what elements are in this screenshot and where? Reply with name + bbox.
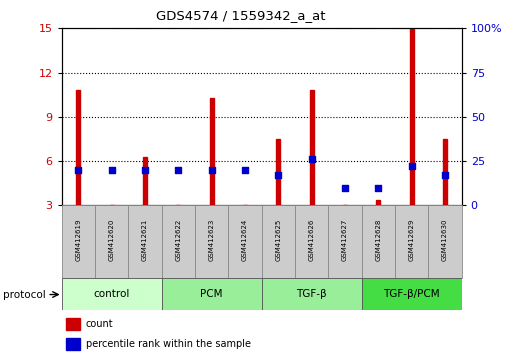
Text: GSM412629: GSM412629 — [409, 219, 415, 261]
Point — [74, 167, 82, 173]
Text: GSM412621: GSM412621 — [142, 219, 148, 261]
FancyBboxPatch shape — [62, 205, 95, 278]
FancyBboxPatch shape — [162, 205, 195, 278]
Point — [141, 167, 149, 173]
Text: percentile rank within the sample: percentile rank within the sample — [86, 339, 250, 349]
Bar — [210, 98, 213, 205]
FancyBboxPatch shape — [162, 278, 262, 310]
Bar — [76, 90, 80, 205]
Point — [374, 185, 382, 190]
Text: GSM412619: GSM412619 — [75, 219, 81, 261]
Text: GSM412626: GSM412626 — [309, 219, 314, 261]
Text: GSM412630: GSM412630 — [442, 219, 448, 261]
Bar — [66, 338, 80, 350]
Point — [407, 164, 416, 169]
Point — [274, 172, 282, 178]
Point — [241, 167, 249, 173]
FancyBboxPatch shape — [395, 205, 428, 278]
FancyBboxPatch shape — [428, 205, 462, 278]
FancyBboxPatch shape — [195, 205, 228, 278]
Text: GSM412627: GSM412627 — [342, 219, 348, 261]
FancyBboxPatch shape — [295, 205, 328, 278]
Text: GSM412625: GSM412625 — [275, 219, 281, 261]
Bar — [143, 156, 147, 205]
Bar — [66, 318, 80, 330]
FancyBboxPatch shape — [128, 205, 162, 278]
Text: protocol: protocol — [3, 290, 45, 299]
Bar — [410, 28, 413, 205]
FancyBboxPatch shape — [228, 205, 262, 278]
Point — [341, 185, 349, 190]
Point — [174, 167, 182, 173]
Text: GSM412628: GSM412628 — [376, 219, 381, 261]
Text: GSM412622: GSM412622 — [175, 219, 181, 261]
FancyBboxPatch shape — [362, 278, 462, 310]
FancyBboxPatch shape — [95, 205, 128, 278]
Bar — [443, 139, 447, 205]
Point — [107, 167, 115, 173]
Text: TGF-β: TGF-β — [297, 289, 327, 299]
Text: GDS4574 / 1559342_a_at: GDS4574 / 1559342_a_at — [156, 9, 326, 22]
FancyBboxPatch shape — [328, 205, 362, 278]
Text: TGF-β/PCM: TGF-β/PCM — [383, 289, 440, 299]
FancyBboxPatch shape — [262, 205, 295, 278]
Text: control: control — [93, 289, 130, 299]
Point — [307, 156, 315, 162]
Text: GSM412620: GSM412620 — [109, 219, 114, 261]
Text: GSM412623: GSM412623 — [209, 219, 214, 261]
Text: PCM: PCM — [201, 289, 223, 299]
FancyBboxPatch shape — [62, 278, 162, 310]
Text: GSM412624: GSM412624 — [242, 219, 248, 261]
Text: count: count — [86, 319, 113, 329]
Point — [441, 172, 449, 178]
Bar — [377, 200, 380, 205]
FancyBboxPatch shape — [262, 278, 362, 310]
FancyBboxPatch shape — [362, 205, 395, 278]
Bar — [310, 90, 313, 205]
Point — [207, 167, 215, 173]
Bar — [277, 139, 280, 205]
